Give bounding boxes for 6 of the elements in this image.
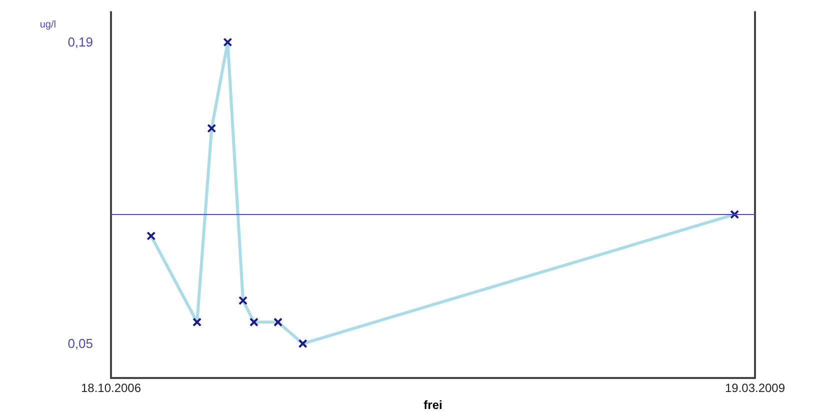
y-tick-label: 0,05 bbox=[68, 336, 93, 352]
x-axis-title: frei bbox=[424, 398, 442, 412]
y-tick-label: 0,19 bbox=[68, 34, 93, 50]
x-tick-label: 18.10.2006 bbox=[80, 381, 142, 396]
y-axis-title: ug/l bbox=[40, 20, 56, 30]
x-tick-label: 19.03.2009 bbox=[724, 381, 786, 396]
